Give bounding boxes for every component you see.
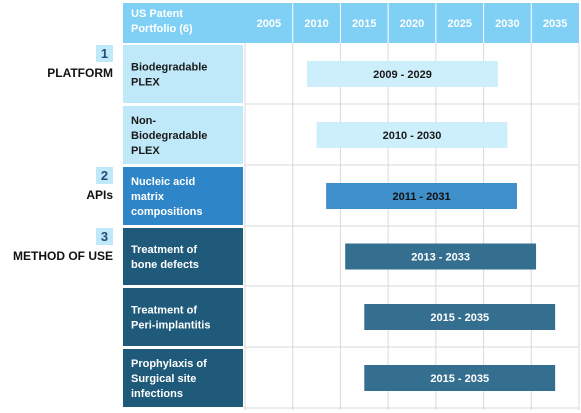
patent-bar bbox=[345, 243, 537, 270]
chart-title-line: Portfolio (6) bbox=[131, 23, 193, 35]
x-tick-label: 2025 bbox=[447, 18, 471, 30]
category-number: 2 bbox=[101, 168, 108, 183]
row-label-cell bbox=[123, 106, 243, 164]
category-number: 1 bbox=[101, 46, 108, 61]
row-label: Prophylaxis of Surgical site infections bbox=[131, 358, 207, 400]
row-label-line: PLEX bbox=[131, 77, 160, 89]
row-label: Biodegradable PLEX bbox=[131, 62, 207, 89]
category-name: PLATFORM bbox=[47, 66, 113, 80]
row-label: Treatment of Peri-implantitis bbox=[131, 305, 210, 332]
bar-range-label: 2015 - 2035 bbox=[430, 312, 489, 324]
category-number: 3 bbox=[101, 229, 108, 244]
x-tick-label: 2010 bbox=[304, 18, 328, 30]
x-tick-label: 2015 bbox=[352, 18, 376, 30]
row-label-line: Surgical site bbox=[131, 373, 196, 385]
row-label-cell bbox=[123, 45, 243, 103]
bar-range-label: 2011 - 2031 bbox=[392, 191, 450, 203]
patent-bar bbox=[316, 122, 508, 148]
row-label-cell bbox=[123, 288, 243, 346]
row-label: Treatment of bone defects bbox=[131, 244, 199, 271]
row-label-line: matrix bbox=[131, 191, 165, 203]
bar-range-label: 2009 - 2029 bbox=[373, 69, 432, 81]
row-label-line: Peri-implantitis bbox=[131, 320, 210, 332]
bar-range-label: 2010 - 2030 bbox=[383, 130, 442, 142]
x-tick-label: 2035 bbox=[543, 18, 567, 30]
bar-range-label: 2013 - 2033 bbox=[411, 252, 470, 264]
chart-title-line: US Patent bbox=[131, 8, 183, 20]
header-band bbox=[123, 3, 579, 43]
row-label-line: bone defects bbox=[131, 259, 199, 271]
patent-bar bbox=[307, 61, 498, 87]
row-label-line: Biodegradable bbox=[131, 62, 207, 74]
patent-bar bbox=[364, 304, 556, 330]
patent-bar bbox=[326, 183, 517, 209]
row-label-line: PLEX bbox=[131, 145, 160, 157]
category-number-badge bbox=[96, 167, 113, 184]
patent-bar bbox=[364, 365, 556, 391]
x-tick-label: 2030 bbox=[495, 18, 519, 30]
row-label-line: compositions bbox=[131, 206, 203, 218]
row-label-line: Treatment of bbox=[131, 305, 197, 317]
category-number-badge bbox=[96, 45, 113, 62]
bar-range-label: 2015 - 2035 bbox=[430, 373, 489, 385]
row-label-line: Biodegradable bbox=[131, 130, 207, 142]
category-number-badge bbox=[96, 228, 113, 245]
row-label-line: Treatment of bbox=[131, 244, 197, 256]
row-label: Non- Biodegradable PLEX bbox=[131, 115, 207, 157]
row-label-cell bbox=[123, 167, 243, 225]
row-label-line: Prophylaxis of bbox=[131, 358, 207, 370]
chart-title: US Patent Portfolio (6) bbox=[131, 8, 193, 35]
category-name: METHOD OF USE bbox=[13, 249, 113, 263]
category-name: APIs bbox=[86, 188, 113, 202]
row-label-cell bbox=[123, 349, 243, 407]
x-tick-label: 2020 bbox=[400, 18, 424, 30]
row-label: Nucleic acid matrix compositions bbox=[131, 176, 203, 218]
row-label-line: Nucleic acid bbox=[131, 176, 195, 188]
row-label-cell bbox=[123, 228, 243, 285]
row-label-line: Non- bbox=[131, 115, 156, 127]
row-label-line: infections bbox=[131, 388, 183, 400]
x-tick-label: 2005 bbox=[257, 18, 281, 30]
